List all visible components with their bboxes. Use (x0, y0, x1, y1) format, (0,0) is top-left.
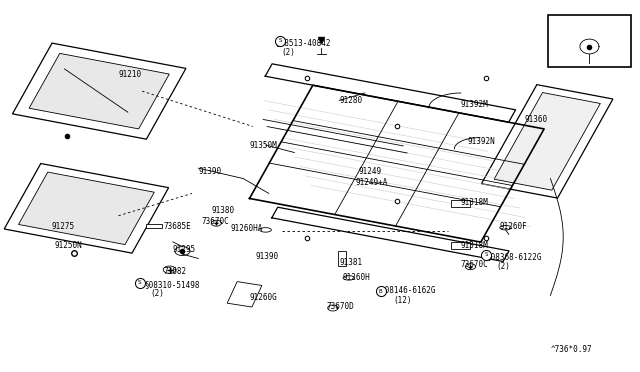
Text: 91250N: 91250N (54, 241, 82, 250)
Text: 91381: 91381 (339, 258, 362, 267)
Text: ²08146-6162G: ²08146-6162G (381, 286, 436, 295)
Text: (2): (2) (150, 289, 164, 298)
FancyBboxPatch shape (19, 172, 154, 244)
FancyBboxPatch shape (494, 93, 600, 190)
Text: 91210: 91210 (118, 70, 141, 79)
Text: 91392M: 91392M (461, 100, 488, 109)
Text: 73682: 73682 (163, 267, 186, 276)
Text: 91260F: 91260F (499, 222, 527, 231)
Text: 91249+A: 91249+A (355, 178, 388, 187)
Text: 91260H: 91260H (342, 273, 370, 282)
Bar (227, 282, 262, 307)
Text: 91249: 91249 (358, 167, 381, 176)
Text: 91280: 91280 (339, 96, 362, 105)
Text: 91380: 91380 (211, 206, 234, 215)
Bar (451, 200, 470, 207)
Text: 91360: 91360 (525, 115, 548, 124)
Text: 91390: 91390 (256, 252, 279, 261)
Text: (12): (12) (394, 296, 412, 305)
Text: §08310-51498: §08310-51498 (144, 280, 200, 289)
Text: 73670D: 73670D (326, 302, 354, 311)
Text: (2): (2) (496, 262, 510, 271)
Text: S: S (278, 38, 282, 44)
Text: S: S (138, 280, 141, 285)
Text: ^736*0.97: ^736*0.97 (550, 345, 592, 354)
Text: 91295: 91295 (173, 245, 196, 254)
Text: 91275: 91275 (51, 222, 74, 231)
Text: 91392N: 91392N (467, 137, 495, 146)
Text: §08513-40842: §08513-40842 (275, 38, 331, 47)
Text: S: S (484, 252, 488, 257)
Text: 73685E: 73685E (163, 222, 191, 231)
Text: (2): (2) (282, 48, 296, 57)
Text: 73670C: 73670C (461, 260, 488, 269)
Bar (548, 15, 631, 67)
Bar (146, 224, 162, 228)
Text: 91350M: 91350M (250, 141, 277, 150)
FancyBboxPatch shape (29, 53, 170, 129)
Text: 91318M: 91318M (461, 241, 488, 250)
Text: 91260FA: 91260FA (570, 31, 602, 40)
Text: §08368-6122G: §08368-6122G (486, 252, 542, 261)
Text: B: B (379, 289, 383, 294)
Bar (451, 242, 470, 249)
Text: 91260G: 91260G (250, 293, 277, 302)
Text: 91390: 91390 (198, 167, 221, 176)
Text: 91318M: 91318M (461, 198, 488, 207)
Text: 73670C: 73670C (202, 217, 229, 226)
Bar (338, 251, 346, 266)
Text: 91260HA: 91260HA (230, 224, 263, 233)
